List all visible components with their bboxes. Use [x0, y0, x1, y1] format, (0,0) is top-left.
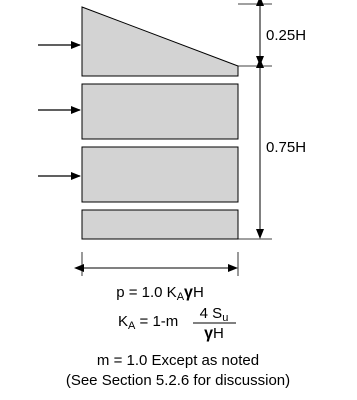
pressure-block-2 [81, 146, 239, 203]
note-line-1: m = 1.0 Except as noted [97, 352, 259, 369]
ka-denominator: γH [204, 325, 224, 342]
ka-numerator: 4 Su [200, 305, 229, 324]
ka-formula-left: KA = 1-m [118, 313, 178, 332]
pressure-block-3 [81, 209, 239, 240]
pressure-block-1 [81, 83, 239, 140]
dim-label-bottom: 0.75H [266, 139, 306, 156]
dim-label-top: 0.25H [266, 27, 306, 44]
note-line-2: (See Section 5.2.6 for discussion) [66, 372, 290, 389]
pressure-formula: p = 1.0 KAγH [116, 284, 204, 303]
triangular-pressure-zone [81, 6, 239, 77]
